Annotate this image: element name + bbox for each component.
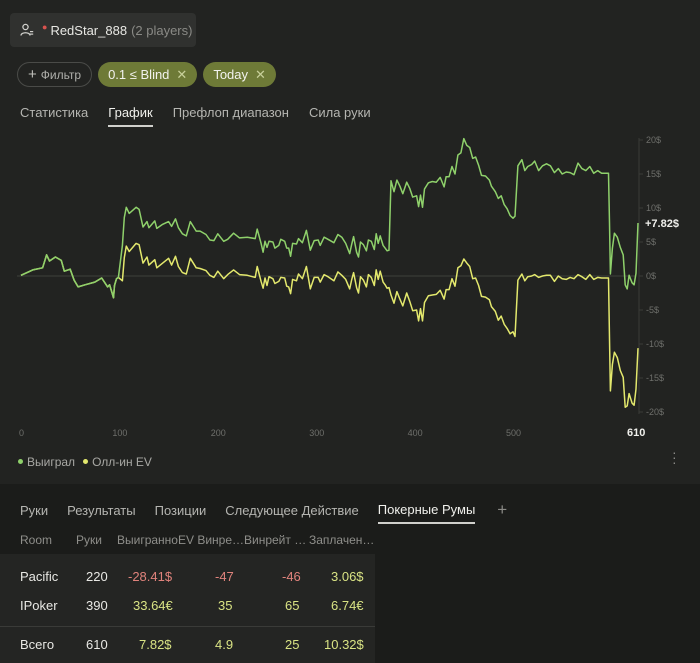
column-header-hands[interactable]: Руки xyxy=(76,533,102,547)
cell-room: Pacific xyxy=(20,569,59,584)
profit-chart[interactable]: 20$ 15$ 10$ 5$ 0$ -5$ -10$ -15$ -20$ 0 100 200 300 40… xyxy=(0,128,700,440)
legend-dot-icon xyxy=(83,459,89,464)
series-line-ev[interactable] xyxy=(20,242,639,408)
rooms-table: Pacific 220 -28.41$ -47 -46 3.06$ IPoker… xyxy=(0,554,375,663)
y-tick-label: -5$ xyxy=(646,305,659,315)
cell-won: -28.41$ xyxy=(128,569,173,584)
cell-winrate: 65 xyxy=(285,598,300,613)
x-tick-label: 500 xyxy=(506,428,521,438)
filter-chip-blind[interactable]: 0.1 ≤ Blind ✕ xyxy=(98,62,198,87)
x-tick-label: 300 xyxy=(309,428,324,438)
x-tick-label: 100 xyxy=(112,428,127,438)
more-options-icon[interactable]: · · · xyxy=(672,444,677,470)
filter-chip-date[interactable]: Today ✕ xyxy=(203,62,276,87)
total-divider xyxy=(0,626,375,627)
player-count: (2 players) xyxy=(131,22,193,38)
remove-filter-icon[interactable]: ✕ xyxy=(176,66,188,82)
tab-statistics[interactable]: Статистика xyxy=(20,105,89,120)
cell-hands: 610 xyxy=(86,637,108,652)
cell-paid: 10.32$ xyxy=(324,637,364,652)
bottom-tabs: Руки Результаты Позиции Следующее Действ… xyxy=(20,500,526,525)
add-filter-button[interactable]: + Фильтр xyxy=(17,62,93,87)
tab-preflop-range[interactable]: Префлоп диапазон xyxy=(172,105,289,120)
column-header-won[interactable]: Выигранно xyxy=(117,533,178,547)
y-tick-label: -15$ xyxy=(646,373,664,383)
column-header-room[interactable]: Room xyxy=(20,533,53,547)
legend-label: Олл-ин EV xyxy=(92,455,152,469)
cell-hands: 220 xyxy=(86,569,108,584)
series-line-won[interactable] xyxy=(20,137,639,299)
filter-bar: + Фильтр 0.1 ≤ Blind ✕ Today ✕ xyxy=(17,62,276,87)
player-selector[interactable]: ● RedStar_888 (2 players) xyxy=(10,13,196,47)
add-tab-button[interactable]: + xyxy=(497,500,508,519)
main-tabs: Статистика График Префлоп диапазон Сила … xyxy=(20,105,391,127)
y-tick-label: 0$ xyxy=(646,271,656,281)
legend-dot-icon xyxy=(18,459,23,464)
legend-item-won[interactable]: Выиграл xyxy=(18,455,75,469)
cell-paid: 3.06$ xyxy=(331,569,364,584)
y-tick-label: -20$ xyxy=(646,407,664,417)
cell-won: 33.64€ xyxy=(133,598,173,613)
tab-graph[interactable]: График xyxy=(108,105,153,127)
cell-winrate: -46 xyxy=(282,569,301,584)
column-header-winrate[interactable]: Винрейт … xyxy=(244,533,307,547)
cell-paid: 6.74€ xyxy=(331,598,364,613)
star-icon: ● xyxy=(42,22,48,32)
tab-next-action[interactable]: Следующее Действие xyxy=(225,502,359,518)
y-tick-label: 20$ xyxy=(646,135,661,145)
x-tick-label: 0 xyxy=(19,428,24,438)
plus-icon: + xyxy=(28,66,37,83)
legend-label: Выиграл xyxy=(27,455,76,469)
end-value-label: +7.82$ xyxy=(645,218,679,230)
y-tick-label: -10$ xyxy=(646,339,664,349)
add-filter-label: Фильтр xyxy=(40,67,82,82)
y-tick-label: 10$ xyxy=(646,203,661,213)
x-tick-label: 400 xyxy=(408,428,423,438)
y-tick-label: 15$ xyxy=(646,169,661,179)
column-header-ev-winrate[interactable]: EV Винре… xyxy=(178,533,245,547)
cell-ev-winrate: 4.9 xyxy=(215,637,234,652)
stats-panel: Руки Результаты Позиции Следующее Действ… xyxy=(0,484,700,663)
x-tick-label: 200 xyxy=(211,428,226,438)
tab-results[interactable]: Результаты xyxy=(67,502,136,518)
cell-won: 7.82$ xyxy=(139,637,172,652)
y-tick-label: 5$ xyxy=(646,237,656,247)
x-end-label: 610 xyxy=(627,427,645,439)
cell-room: IPoker xyxy=(20,598,58,613)
cell-room: Всего xyxy=(20,637,55,652)
tab-hands[interactable]: Руки xyxy=(20,502,49,518)
cell-winrate: 25 xyxy=(285,637,300,652)
column-header-paid[interactable]: Заплачен… xyxy=(309,533,375,547)
cell-ev-winrate: -47 xyxy=(215,569,234,584)
tab-poker-rooms[interactable]: Покерные Румы xyxy=(377,502,476,524)
user-settings-icon xyxy=(20,23,34,36)
cell-hands: 390 xyxy=(86,598,108,613)
chart-legend: Выиграл Олл-ин EV xyxy=(18,455,152,469)
cell-ev-winrate: 35 xyxy=(218,598,233,613)
tab-hand-strength[interactable]: Сила руки xyxy=(308,105,371,120)
tab-positions[interactable]: Позиции xyxy=(154,502,207,518)
legend-item-ev[interactable]: Олл-ин EV xyxy=(83,455,152,469)
filter-chip-label: 0.1 ≤ Blind xyxy=(108,67,170,82)
player-name: RedStar_888 xyxy=(50,22,128,38)
remove-filter-icon[interactable]: ✕ xyxy=(255,66,266,82)
filter-chip-label: Today xyxy=(213,67,249,82)
